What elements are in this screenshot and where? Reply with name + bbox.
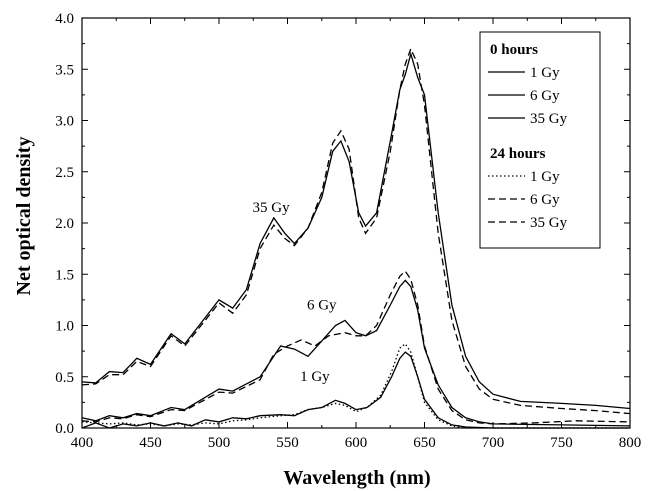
y-tick-label: 4.0 [55, 11, 74, 27]
x-tick-label: 550 [276, 435, 299, 451]
x-tick-label: 750 [550, 435, 573, 451]
series-line-0 [81, 51, 631, 410]
series-line-5 [81, 342, 630, 429]
legend-entry-label: 1 Gy [530, 169, 560, 185]
x-tick-label: 500 [208, 435, 231, 451]
legend-entry-label: 35 Gy [530, 215, 568, 231]
y-tick-label: 3.5 [55, 62, 74, 78]
y-tick-label: 0.5 [55, 370, 74, 386]
plot-area [81, 47, 631, 429]
y-tick-label: 3.0 [55, 114, 74, 130]
y-tick-label: 2.5 [55, 165, 74, 181]
series-line-4 [81, 351, 630, 429]
legend-entry-label: 35 Gy [530, 111, 568, 127]
y-tick-label: 1.5 [55, 267, 74, 283]
y-tick-label: 0.0 [55, 421, 74, 437]
x-tick-label: 650 [413, 435, 436, 451]
series-line-1 [81, 47, 631, 415]
annotation-label: 35 Gy [253, 200, 291, 216]
annotation-label: 6 Gy [307, 297, 337, 313]
x-tick-label: 400 [71, 435, 94, 451]
x-axis-title: Wavelength (nm) [283, 467, 430, 489]
legend-entry-label: 6 Gy [530, 192, 560, 208]
y-tick-label: 2.0 [55, 216, 74, 232]
axes: 400 450 500 550 600 650 700 750 800 0.0 0.5 1.0 1.5 2… [55, 11, 641, 451]
legend-entry-label: 1 Gy [530, 65, 560, 81]
legend-entry-label: 6 Gy [530, 88, 560, 104]
annotations: 35 Gy 6 Gy 1 Gy [253, 200, 338, 385]
series-line-2 [81, 279, 631, 427]
x-tick-label: 600 [345, 435, 368, 451]
x-tick-label: 450 [139, 435, 162, 451]
annotation-label: 1 Gy [300, 369, 330, 385]
y-axis-title: Net optical density [13, 137, 35, 296]
series-line-3 [81, 270, 631, 425]
x-tick-label: 800 [619, 435, 642, 451]
legend-group-title: 0 hours [490, 42, 538, 58]
x-tick-label: 700 [482, 435, 505, 451]
legend-group-title: 24 hours [490, 146, 546, 162]
legend: 0 hours 1 Gy 6 Gy 35 Gy 24 hours 1 Gy 6 Gy 35 G… [479, 31, 601, 249]
y-tick-label: 1.0 [55, 319, 74, 335]
legend-box [479, 31, 601, 249]
